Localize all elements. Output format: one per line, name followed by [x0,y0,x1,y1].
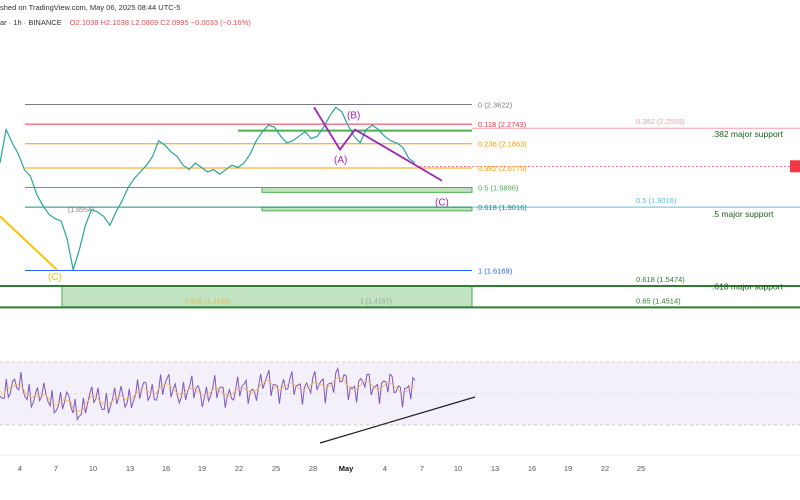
x-tick-label: 19 [198,464,206,473]
x-tick-label: 7 [420,464,424,473]
wave-abc-purple [313,106,443,182]
faded-fib-label: 0.618 (1.3148) [185,298,231,305]
support-zone-0-5 [261,187,473,193]
symbol-line: ar · 1h · BINANCE O2.1038 H2.1038 L2.086… [0,18,251,27]
published-line: shed on TradingView.com, May 06, 2025 08… [0,3,181,12]
fib-label: 0.236 (2.1863) [478,140,527,149]
price-line [0,106,416,271]
wave-c-yellow [0,215,58,271]
fib-label: 0.5 (1.9896) [478,184,519,193]
x-tick-label: 4 [383,464,387,473]
x-tick-label: 25 [637,464,645,473]
x-tick-label: 10 [454,464,462,473]
wave-label-a: (A) [334,155,347,166]
x-tick-label: May [339,464,354,473]
x-tick-label: 22 [601,464,609,473]
ohlc-values: O2.1038 H2.1038 L2.0869 C2.0995 −0.0033 … [69,18,251,27]
faded-price-label: (1.8954) [68,207,94,214]
elliott-waves: (A) (B) (C) (C) [0,106,449,283]
fib-labels: 0 (2.3622) 0.118 (2.2743) 0.236 (2.1863) 0.… [478,101,784,306]
x-tick-label: 13 [126,464,134,473]
wave-label-b: (B) [347,110,360,121]
fib-label: 0 (2.3622) [478,101,513,110]
x-axis: 4 7 10 13 16 19 22 25 28 May 4 7 10 13 16 19 22 25 [0,454,800,473]
fib-zones: 0.618 (1.3148) 1 (1.4167) (1.8954) [61,187,473,308]
wave-label-c-yellow: (C) [48,272,62,283]
fib-right-label: 0.65 (1.4514) [636,296,681,305]
faded-fib-label: 1 (1.4167) [360,298,392,305]
rsi-ma-line [0,377,416,414]
fib-right-label: 0.382 (2.2559) [636,117,685,126]
support-annotation: .382 major support [712,129,784,139]
fib-label: 0.118 (2.2743) [478,120,527,129]
rsi-trendline [319,396,476,444]
support-zone-lower [61,285,473,308]
wave-label-c: (C) [435,197,449,208]
rsi-line [0,366,416,421]
x-tick-label: 10 [89,464,97,473]
fib-label: 0.382 (2.0775) [478,164,527,173]
price-series [0,106,416,271]
x-tick-label: 25 [272,464,280,473]
rsi-panel [0,361,800,444]
fib-right-label: 0.5 (1.9016) [636,196,677,205]
x-tick-label: 4 [18,464,22,473]
x-tick-label: 16 [528,464,536,473]
x-tick-label: 28 [309,464,317,473]
x-tick-label: 7 [54,464,58,473]
price-tag [790,160,800,173]
support-annotation: .618 major support [712,282,784,292]
support-annotation: .5 major support [712,209,774,219]
symbol: ar · 1h · BINANCE [0,18,62,27]
x-tick-label: 13 [491,464,499,473]
fib-label: 0.618 (1.9016) [478,203,527,212]
x-tick-label: 16 [162,464,170,473]
fib-right-label: 0.618 (1.5474) [636,275,685,284]
x-tick-label: 22 [235,464,243,473]
x-tick-label: 19 [564,464,572,473]
fib-label: 1 (1.6169) [478,267,513,276]
